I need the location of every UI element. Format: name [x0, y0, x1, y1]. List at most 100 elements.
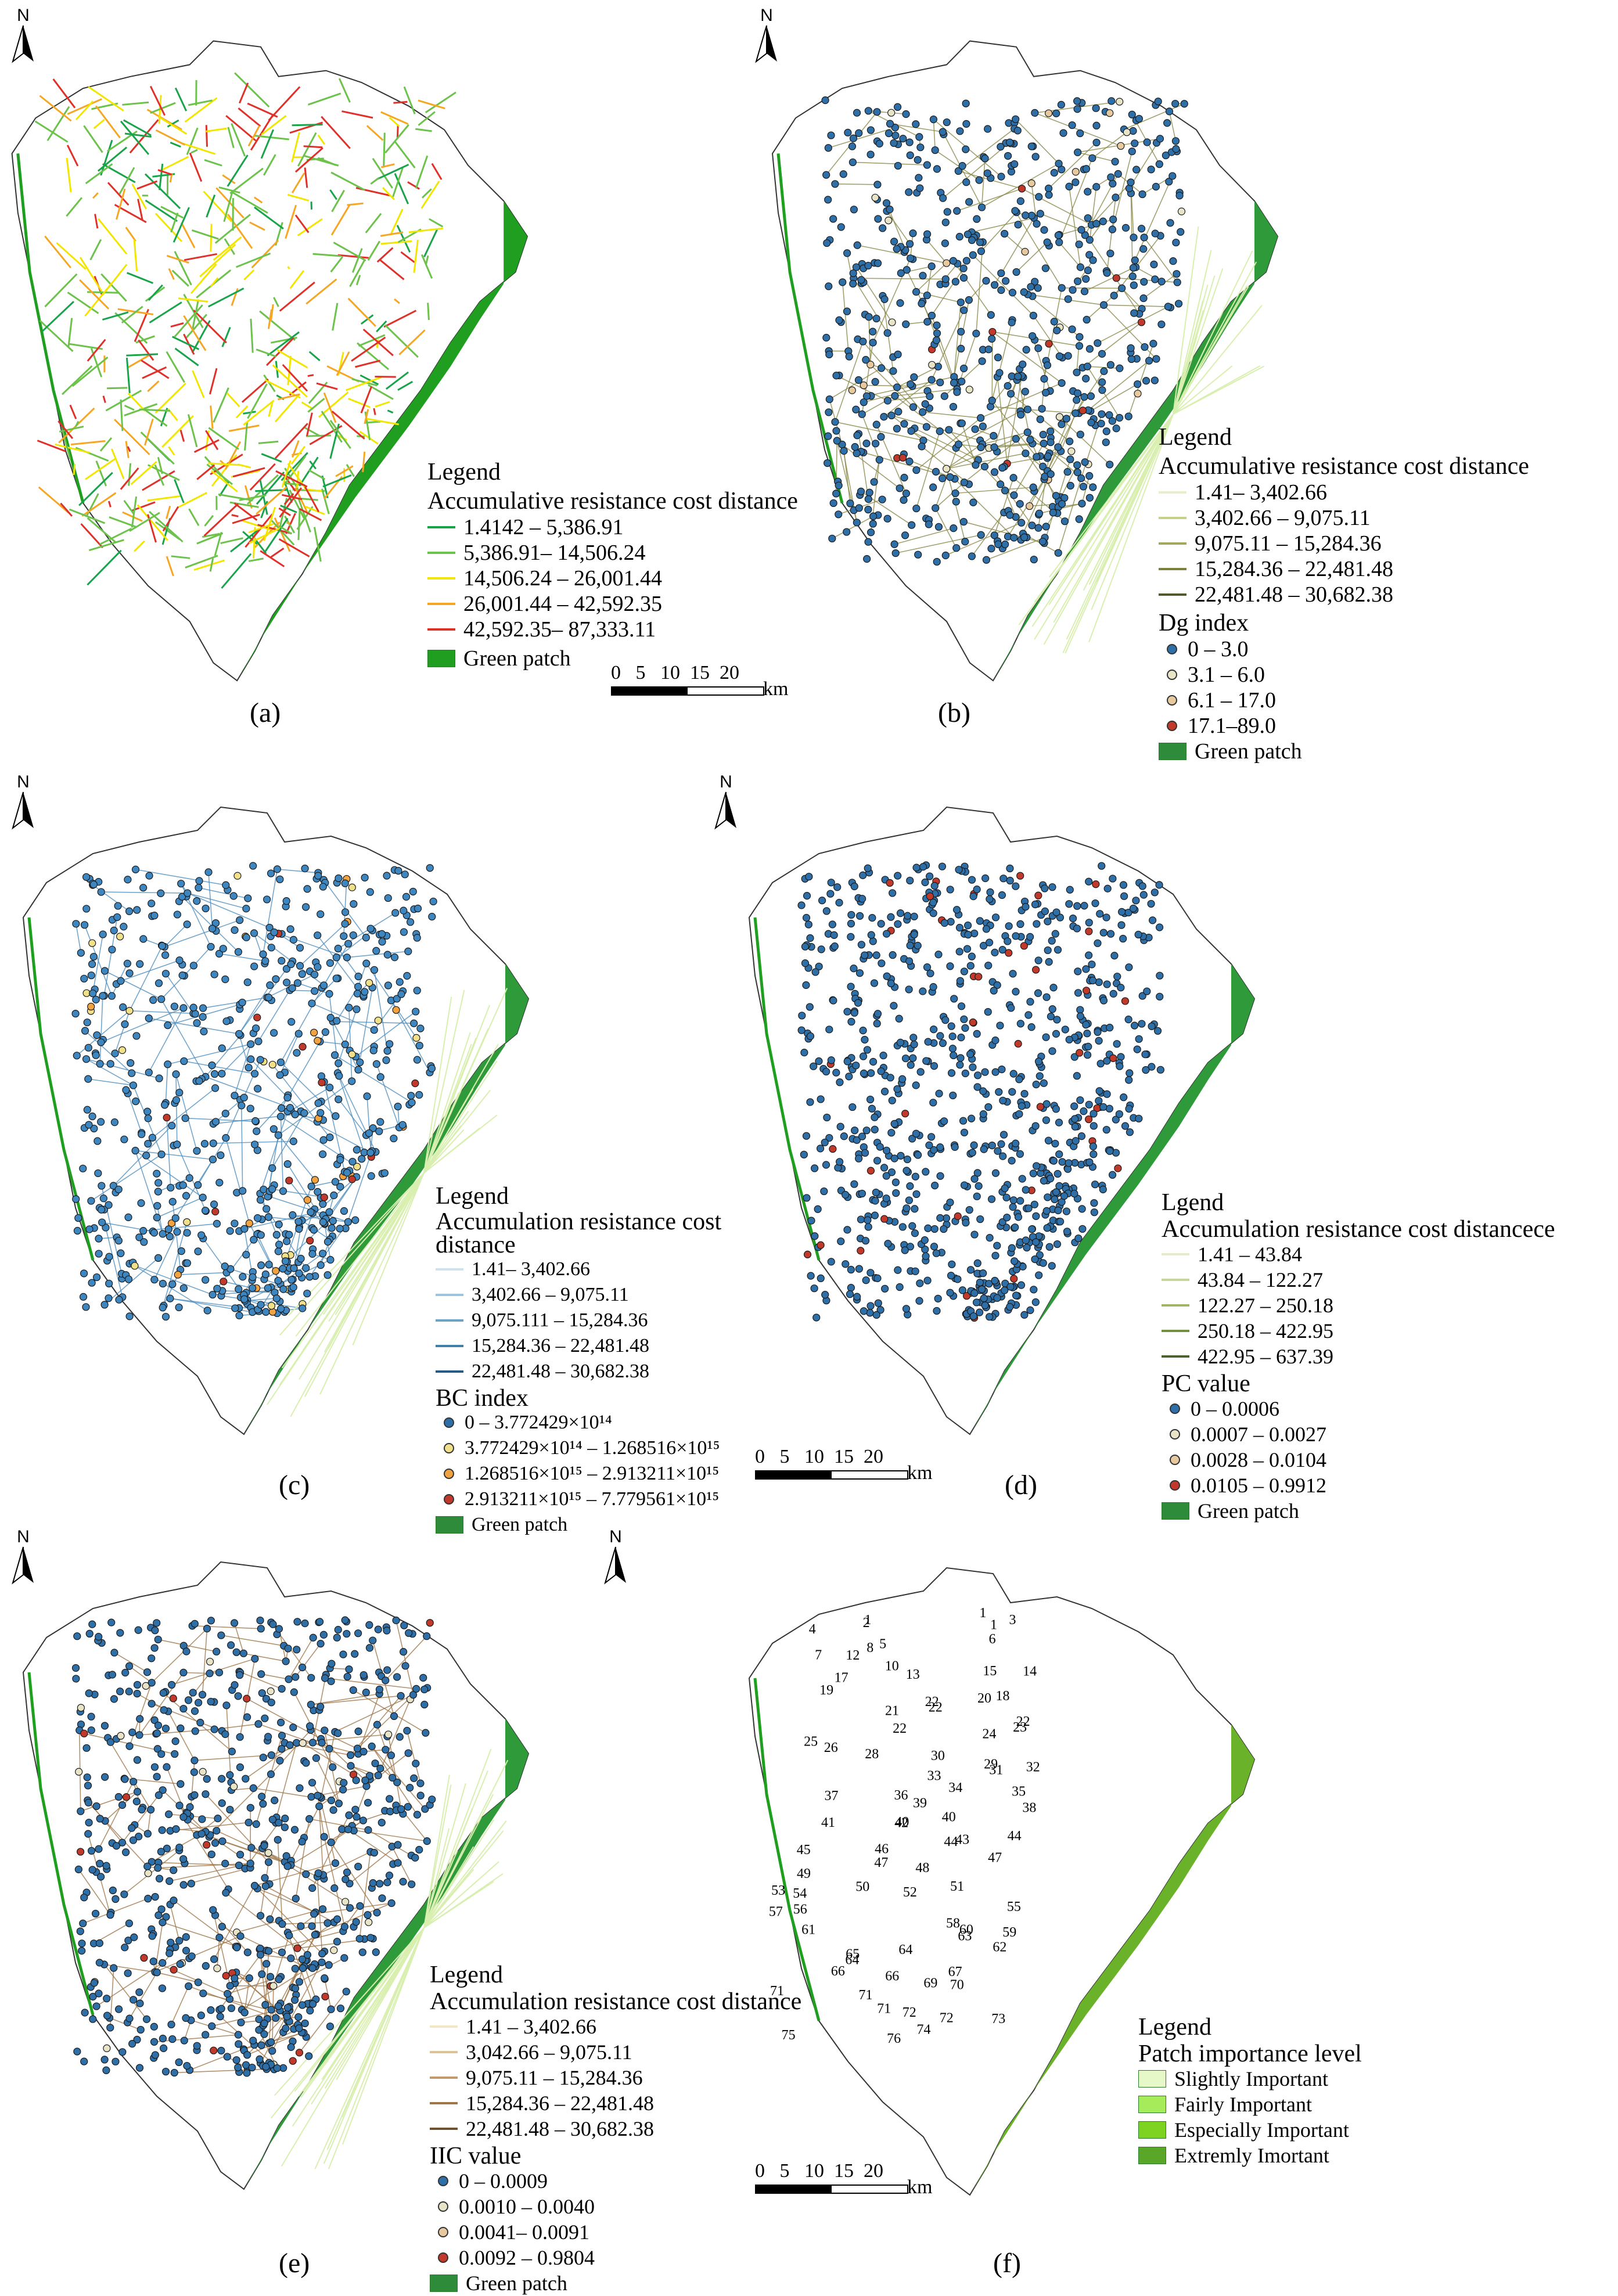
legend-label: 2.913211×10¹⁵ – 7.779561×10¹⁵	[465, 1488, 719, 1511]
patch-number: 72	[940, 2010, 954, 2025]
patch-number: 1	[990, 1617, 997, 1632]
patch-number: 19	[819, 1683, 833, 1698]
patch-number: 18	[995, 1689, 1009, 1704]
caption-d: (d)	[1005, 1469, 1037, 1501]
patch-number: 51	[950, 1879, 964, 1894]
legend-swatch	[1138, 2147, 1166, 2164]
legend-f: Legend Patch importance level Slightly I…	[1138, 2015, 1362, 2168]
patch-number: 74	[916, 2023, 930, 2038]
legend-row: 0.0007 – 0.0027	[1162, 1421, 1555, 1447]
legend-label: 22,481.48 – 30,682.38	[472, 1360, 649, 1383]
legend-label: Especially Important	[1174, 2118, 1349, 2142]
patch-number: 8	[866, 1640, 873, 1656]
patch-number: 36	[894, 1788, 908, 1803]
legend-row: 5,386.91– 14,506.24	[427, 540, 798, 566]
legend-a: Legend Accumulative resistance cost dist…	[427, 459, 798, 671]
green-patch-swatch	[427, 650, 455, 667]
patch-number: 33	[927, 1768, 941, 1783]
green-patch-label: Green patch	[466, 2271, 567, 2295]
legend-label: 0.0092 – 0.9804	[459, 2245, 595, 2270]
legend-swatch	[1170, 1480, 1180, 1491]
legend-title: Lgend	[1162, 1190, 1555, 1215]
legend-swatch	[444, 1443, 454, 1453]
legend-swatch	[427, 552, 455, 554]
patch-number: 73	[991, 2011, 1005, 2027]
legend-label: 3.772429×10¹⁴ – 1.268516×10¹⁵	[465, 1437, 720, 1460]
patch-number: 62	[993, 1939, 1006, 1955]
panel-d: N Lgend Accumulation resistance cost dis…	[703, 766, 1618, 1521]
legend-swatch	[427, 526, 455, 528]
patch-number: 66	[885, 1969, 899, 1984]
patch-number: 53	[771, 1883, 785, 1898]
legend-swatch	[1162, 1279, 1189, 1281]
patch-number: 40	[942, 1810, 956, 1825]
legend-label: 122.27 – 250.18	[1198, 1293, 1333, 1318]
legend-swatch	[1159, 568, 1186, 570]
patch-number: 32	[1026, 1760, 1040, 1775]
legend-swatch	[1170, 1403, 1180, 1414]
patch-number: 10	[885, 1658, 899, 1674]
legend-label: 5,386.91– 14,506.24	[463, 539, 646, 566]
patch-number: 59	[1002, 1925, 1016, 1940]
legend-swatch	[1170, 1429, 1180, 1440]
patch-number: 63	[958, 1929, 972, 1944]
patch-number: 12	[846, 1648, 860, 1663]
legend-swatch	[1162, 1355, 1189, 1358]
legend-swatch	[438, 2227, 448, 2237]
patch-number: 26	[824, 1740, 838, 1755]
patch-number: 47	[988, 1851, 1002, 1866]
patch-number: 75	[782, 2028, 796, 2043]
legend-swatch	[1167, 721, 1177, 731]
legend-swatch	[1159, 491, 1186, 494]
patch-number: 50	[855, 1880, 869, 1895]
legend-title: Legend	[427, 459, 798, 485]
patch-number: 65	[846, 1946, 860, 1962]
legend-row: 17.1–89.0	[1159, 713, 1529, 739]
patch-number: 45	[797, 1842, 811, 1858]
legend-label: 0 – 3.0	[1188, 636, 1249, 663]
legend-swatch	[436, 1268, 463, 1271]
patch-number: 55	[1007, 1899, 1021, 1914]
scale-bar: 0 5 10 15 20 km	[755, 2160, 941, 2207]
legend-label: 0.0028 – 0.0104	[1191, 1448, 1326, 1472]
legend-label: 1.41– 3,402.66	[472, 1258, 590, 1281]
patch-number: 31	[989, 1762, 1003, 1777]
legend-label: 0.0007 – 0.0027	[1191, 1422, 1326, 1446]
patch-number: 72	[903, 2005, 916, 2020]
north-arrow: N	[6, 772, 41, 836]
patch-number: 37	[824, 1788, 838, 1804]
legend-swatch	[1167, 670, 1177, 680]
caption-f: (f)	[993, 2247, 1021, 2279]
north-arrow: N	[6, 1527, 41, 1591]
legend-row: 14,506.24 – 26,001.44	[427, 566, 798, 591]
patch-number: 39	[913, 1796, 927, 1811]
legend-swatch	[430, 2128, 458, 2130]
patch-number: 17	[835, 1671, 848, 1686]
north-arrow: N	[749, 6, 784, 70]
legend-label: 1.4142 – 5,386.91	[463, 514, 624, 541]
legend-row: 0.0105 – 0.9912	[1162, 1473, 1555, 1498]
legend-swatch	[438, 2176, 448, 2186]
legend-row: 0.0028 – 0.0104	[1162, 1447, 1555, 1473]
legend-row: 422.95 – 637.39	[1162, 1344, 1555, 1369]
patch-number: 41	[821, 1815, 835, 1830]
legend-swatch	[1162, 1304, 1189, 1307]
patch-number: 42	[894, 1815, 908, 1830]
legend-row: 0 – 0.0006	[1162, 1396, 1555, 1421]
patch-number: 1	[979, 1606, 986, 1621]
legend-swatch	[427, 628, 455, 631]
panel-b: N Legend Accumulative resistance cost di…	[743, 0, 1618, 761]
caption-c: (c)	[279, 1469, 310, 1501]
legend-label: 1.41 – 43.84	[1198, 1242, 1302, 1266]
legend-swatch	[1138, 2121, 1166, 2139]
legend-label: 1.41 – 3,402.66	[466, 2014, 596, 2039]
patch-number: 70	[950, 1977, 964, 1992]
legend-swatch	[1159, 542, 1186, 545]
legend-row: 1.41– 3,402.66	[1159, 480, 1529, 505]
patch-number: 64	[898, 1942, 912, 1957]
legend-swatch	[1138, 2096, 1166, 2113]
legend-label: 22,481.48 – 30,682.38	[1195, 581, 1393, 608]
legend-swatch	[430, 2025, 458, 2028]
legend-row: Extremly Imortant	[1138, 2143, 1362, 2168]
